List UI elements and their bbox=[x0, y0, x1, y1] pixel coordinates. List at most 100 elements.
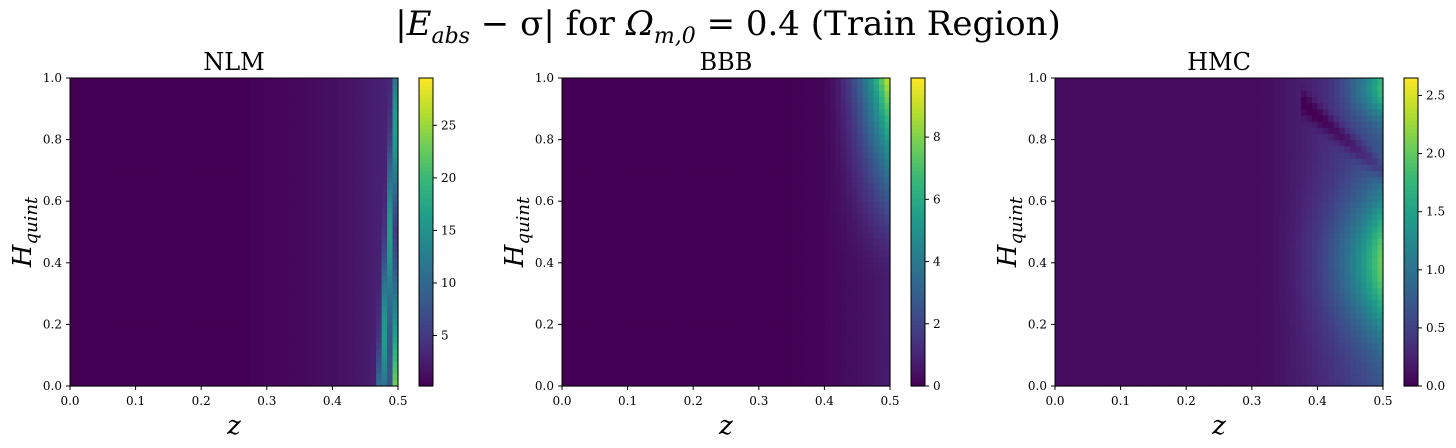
heatmap-cell bbox=[704, 324, 711, 332]
heatmap-cell bbox=[622, 324, 629, 332]
heatmap-cell bbox=[726, 287, 733, 295]
heatmap-cell bbox=[288, 355, 295, 362]
heatmap-cell bbox=[589, 201, 596, 208]
heatmap-cell bbox=[261, 349, 268, 356]
heatmap-cell bbox=[250, 78, 257, 85]
heatmap-cell bbox=[578, 349, 585, 356]
heatmap-cell bbox=[572, 336, 579, 344]
heatmap-cell bbox=[326, 355, 333, 362]
heatmap-cell bbox=[70, 312, 77, 319]
heatmap-cell bbox=[747, 361, 754, 369]
heatmap-cell bbox=[135, 250, 142, 258]
heatmap-cell bbox=[348, 164, 355, 171]
heatmap-cell bbox=[764, 330, 771, 338]
heatmap-cell bbox=[567, 268, 574, 276]
heatmap-cell bbox=[272, 164, 279, 171]
heatmap-cell bbox=[321, 188, 328, 196]
heatmap-cell bbox=[239, 373, 246, 381]
heatmap-cell bbox=[709, 90, 716, 98]
heatmap-cell bbox=[753, 330, 760, 338]
heatmap-cell bbox=[321, 207, 328, 215]
heatmap-cell bbox=[392, 176, 399, 184]
heatmap-cell bbox=[152, 250, 159, 258]
heatmap-cell bbox=[119, 108, 126, 116]
heatmap-cell bbox=[283, 232, 290, 239]
heatmap-cell bbox=[288, 336, 295, 344]
heatmap-cell bbox=[654, 219, 661, 227]
heatmap-cell bbox=[173, 133, 180, 141]
heatmap-cell bbox=[212, 281, 219, 289]
heatmap-cell bbox=[261, 133, 268, 141]
heatmap-cell bbox=[654, 336, 661, 344]
heatmap-cell bbox=[622, 164, 629, 171]
heatmap-cell bbox=[332, 145, 339, 153]
heatmap-cell bbox=[86, 151, 93, 159]
heatmap-cell bbox=[578, 176, 585, 184]
heatmap-cell bbox=[654, 182, 661, 190]
heatmap-cell bbox=[277, 250, 284, 258]
heatmap-cell bbox=[179, 114, 186, 122]
heatmap-cell bbox=[365, 275, 372, 282]
heatmap-cell bbox=[80, 219, 87, 227]
heatmap-cell bbox=[195, 114, 202, 122]
heatmap-cell bbox=[168, 219, 175, 227]
heatmap-cell bbox=[644, 133, 651, 141]
heatmap-cell bbox=[644, 256, 651, 264]
heatmap-cell bbox=[720, 201, 727, 208]
heatmap-cell bbox=[376, 102, 383, 110]
heatmap-cell bbox=[387, 121, 394, 128]
heatmap-cell bbox=[572, 305, 579, 313]
heatmap-cell bbox=[731, 114, 738, 122]
heatmap-cell bbox=[758, 238, 765, 245]
heatmap-cell bbox=[70, 108, 77, 116]
heatmap-cell bbox=[316, 361, 323, 369]
heatmap-cell bbox=[589, 281, 596, 289]
heatmap-cell bbox=[97, 305, 104, 313]
heatmap-cell bbox=[255, 102, 262, 110]
heatmap-cell bbox=[146, 213, 153, 221]
heatmap-cell bbox=[370, 151, 377, 159]
heatmap-cell bbox=[305, 367, 312, 375]
heatmap-cell bbox=[583, 299, 590, 307]
heatmap-cell bbox=[698, 318, 705, 325]
heatmap-cell bbox=[108, 256, 115, 264]
heatmap-cell bbox=[638, 219, 645, 227]
heatmap-cell bbox=[600, 312, 607, 319]
heatmap-cell bbox=[742, 293, 749, 301]
heatmap-cell bbox=[217, 78, 224, 85]
heatmap-cell bbox=[152, 201, 159, 208]
heatmap-cell bbox=[119, 281, 126, 289]
heatmap-cell bbox=[288, 121, 295, 128]
heatmap-cell bbox=[195, 312, 202, 319]
heatmap-cell bbox=[206, 336, 213, 344]
heatmap-cell bbox=[130, 219, 137, 227]
heatmap-cell bbox=[365, 78, 372, 85]
heatmap-cell bbox=[698, 114, 705, 122]
heatmap-cell bbox=[108, 299, 115, 307]
heatmap-cell bbox=[86, 90, 93, 98]
heatmap-cell bbox=[299, 151, 306, 159]
heatmap-cell bbox=[611, 195, 618, 202]
heatmap-cell bbox=[337, 78, 344, 85]
heatmap-cell bbox=[660, 90, 667, 98]
heatmap-cell bbox=[611, 145, 618, 153]
heatmap-cell bbox=[654, 244, 661, 252]
heatmap-cell bbox=[381, 373, 388, 381]
heatmap-cell bbox=[157, 281, 164, 289]
heatmap-cell bbox=[365, 170, 372, 178]
heatmap-cell bbox=[731, 139, 738, 147]
heatmap-cell bbox=[152, 151, 159, 159]
colorbar-step bbox=[419, 166, 433, 171]
heatmap-cell bbox=[130, 102, 137, 110]
heatmap-cell bbox=[698, 373, 705, 381]
heatmap-cell bbox=[665, 361, 672, 369]
heatmap-cell bbox=[611, 201, 618, 208]
heatmap-cell bbox=[234, 158, 241, 165]
heatmap-cell bbox=[201, 90, 208, 98]
heatmap-cell bbox=[638, 256, 645, 264]
heatmap-cell bbox=[392, 361, 399, 369]
heatmap-cell bbox=[742, 262, 749, 270]
heatmap-cell bbox=[195, 201, 202, 208]
heatmap-cell bbox=[316, 367, 323, 375]
heatmap-cell bbox=[244, 232, 251, 239]
